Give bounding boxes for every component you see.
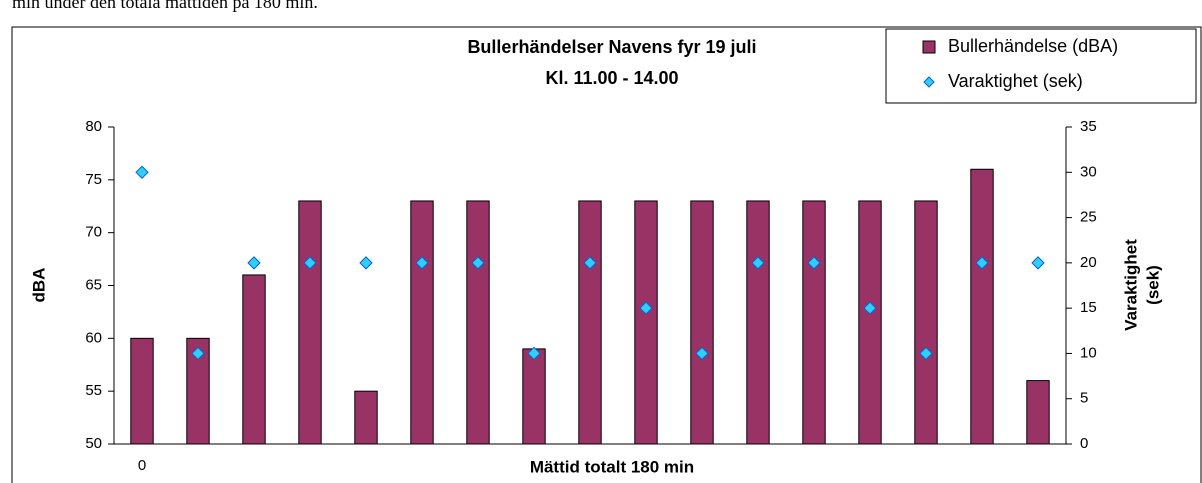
bar xyxy=(690,200,714,445)
bar xyxy=(578,200,602,445)
y2-tick-label: 30 xyxy=(1080,163,1097,180)
x-axis-label: Mättid totalt 180 min xyxy=(530,457,694,476)
bar xyxy=(1026,380,1050,445)
legend xyxy=(885,28,1197,104)
bar xyxy=(802,200,826,445)
legend-swatch xyxy=(922,40,936,54)
legend-label: Varaktighet (sek) xyxy=(948,71,1083,91)
y-tick-label: 80 xyxy=(85,118,102,135)
y-axis-label: dBA xyxy=(29,268,48,303)
marker xyxy=(191,346,205,361)
marker xyxy=(1031,256,1045,270)
marker xyxy=(919,346,933,361)
marker xyxy=(863,301,877,315)
y2-tick-label: 5 xyxy=(1080,390,1088,407)
marker xyxy=(807,256,821,270)
y2-tick-label: 15 xyxy=(1080,299,1097,316)
y2-tick-label: 25 xyxy=(1080,209,1097,226)
y2-tick-label: 35 xyxy=(1080,118,1097,135)
y-tick-label: 60 xyxy=(85,329,102,346)
y2-tick-label: 20 xyxy=(1080,254,1097,271)
legend-label: Bullerhändelse (dBA) xyxy=(948,36,1118,56)
marker xyxy=(975,256,989,270)
marker xyxy=(639,301,653,315)
bar xyxy=(466,200,490,445)
y2-axis-label: Varaktighet xyxy=(1121,239,1140,331)
chart-subtitle: Kl. 11.00 - 14.00 xyxy=(545,68,678,88)
bar xyxy=(130,337,154,445)
y2-tick-label: 10 xyxy=(1080,344,1097,361)
x-tick-label: 0 xyxy=(138,457,146,474)
marker xyxy=(751,256,765,270)
bar xyxy=(298,200,322,445)
bar xyxy=(354,390,378,445)
y-tick-label: 75 xyxy=(85,171,102,188)
bar xyxy=(410,200,434,445)
marker xyxy=(247,256,261,270)
bar xyxy=(522,348,546,445)
marker xyxy=(471,256,485,270)
bar xyxy=(242,274,266,445)
marker xyxy=(303,256,317,270)
y2-axis-label: (sek) xyxy=(1143,265,1162,305)
marker xyxy=(135,165,149,179)
y-tick-label: 55 xyxy=(85,382,102,399)
bar xyxy=(186,337,210,445)
y2-tick-label: 0 xyxy=(1080,435,1088,452)
bar xyxy=(746,200,770,445)
header-text: min under den totala mättiden på 180 min… xyxy=(12,0,318,12)
y-tick-label: 50 xyxy=(85,435,102,452)
chart-title: Bullerhändelser Navens fyr 19 juli xyxy=(467,37,756,57)
bar xyxy=(634,200,658,445)
bar xyxy=(970,168,994,445)
marker xyxy=(583,256,597,270)
bar xyxy=(858,200,882,445)
bar xyxy=(914,200,938,445)
y-tick-label: 70 xyxy=(85,224,102,241)
marker xyxy=(527,346,541,361)
y-tick-label: 65 xyxy=(85,276,102,293)
marker xyxy=(415,256,429,270)
marker xyxy=(359,256,373,270)
legend-swatch xyxy=(923,76,935,88)
marker xyxy=(695,346,709,361)
